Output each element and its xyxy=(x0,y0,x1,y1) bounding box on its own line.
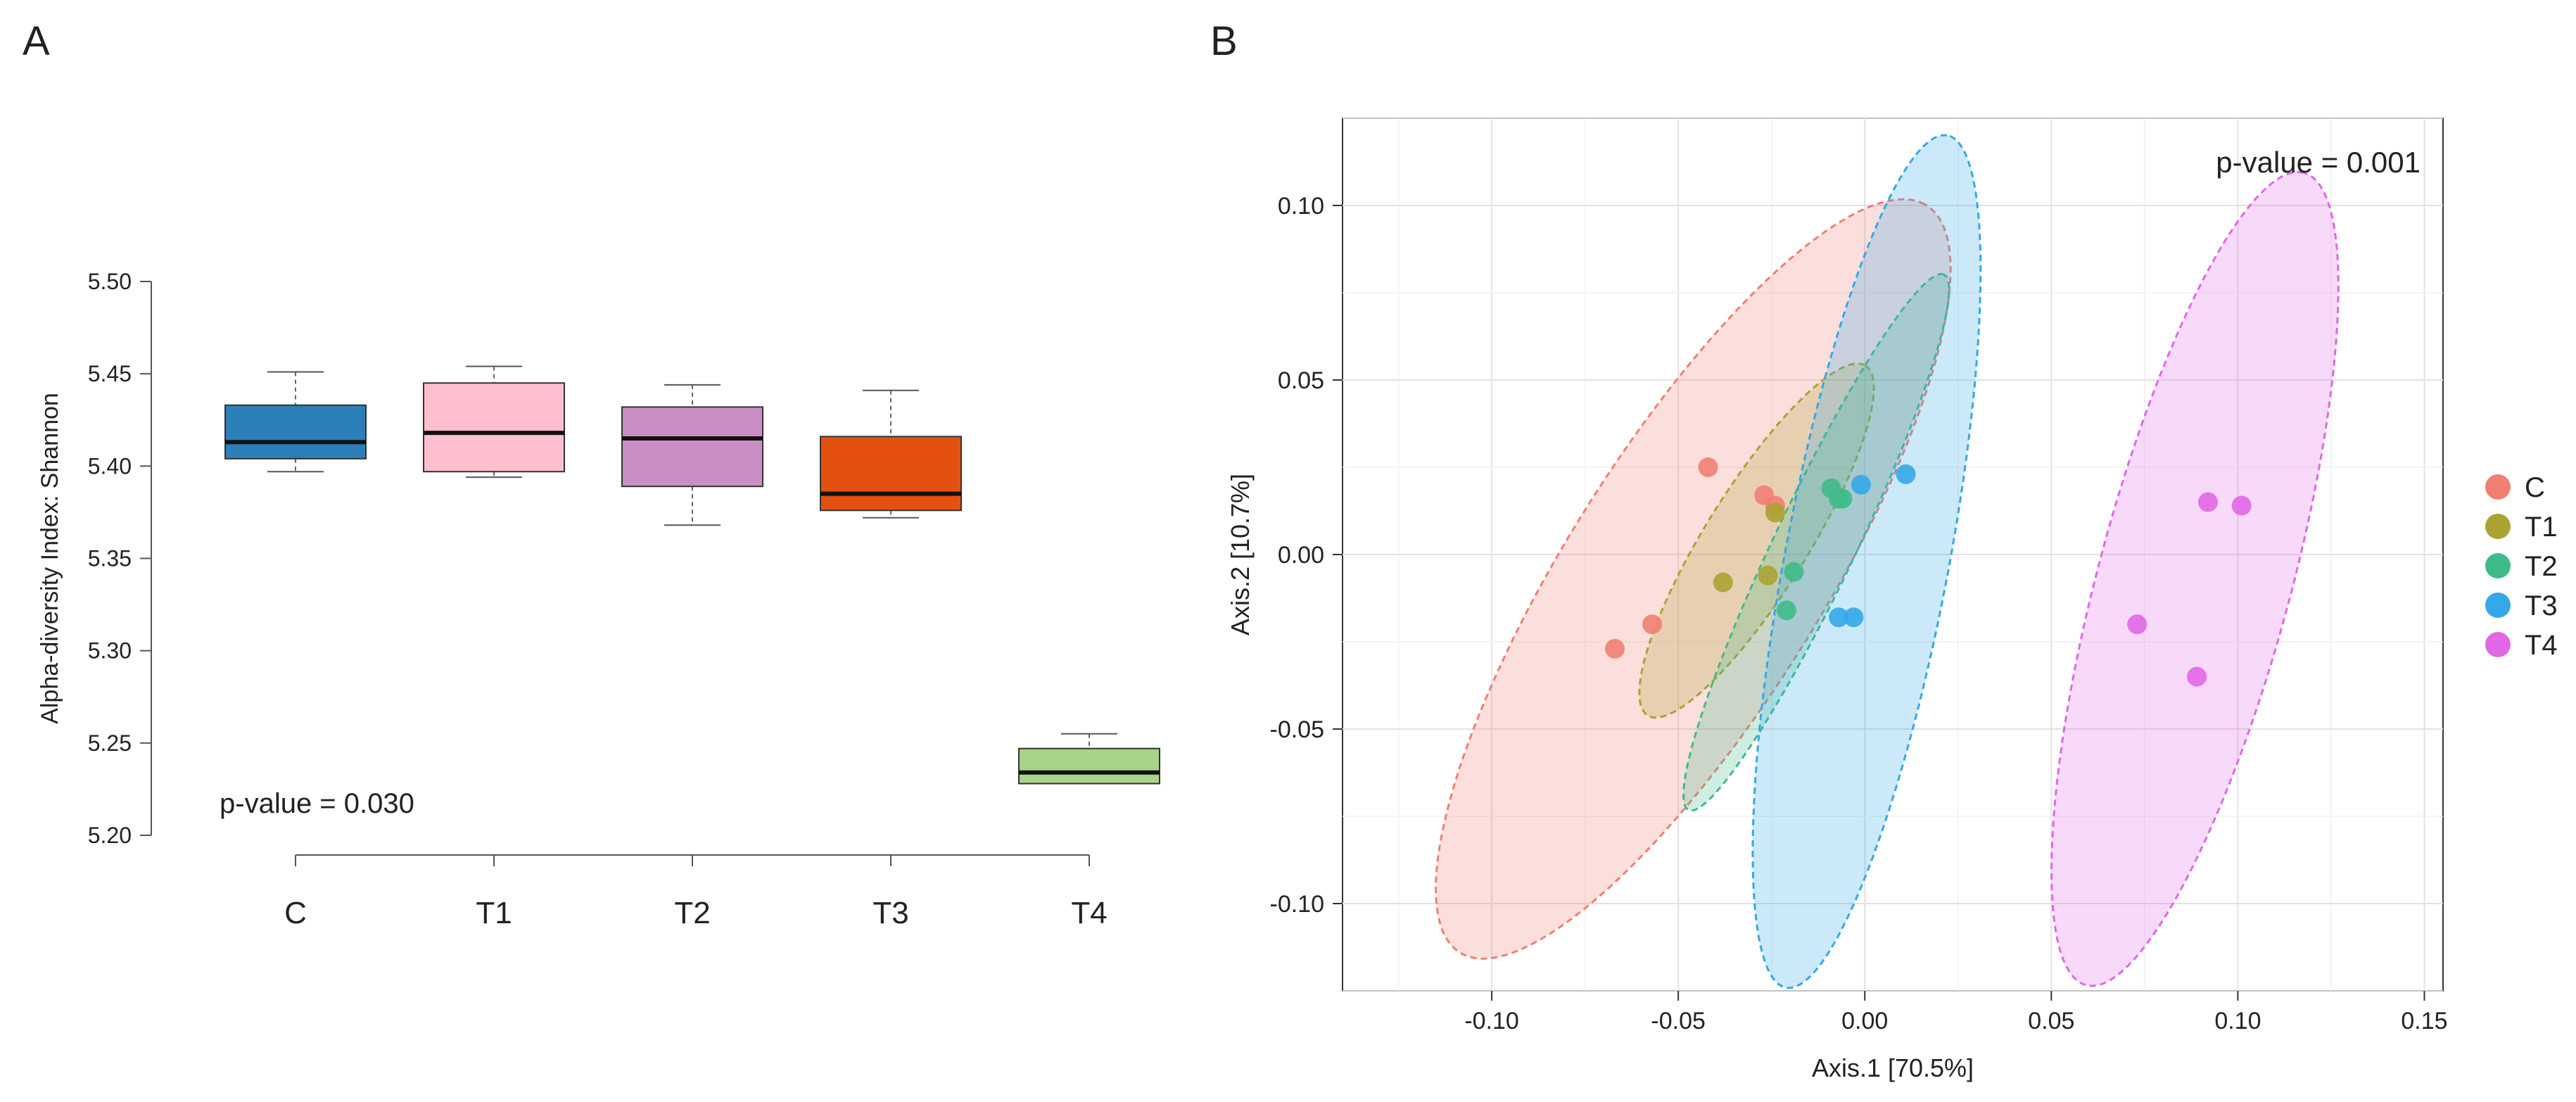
point-t3 xyxy=(1829,607,1849,628)
pcoa-y-ticks: -0.10 -0.05 0.00 0.05 0.10 xyxy=(1270,193,1343,918)
box-iqr xyxy=(423,382,565,473)
pcoa-y-tick-label: 0.00 xyxy=(1278,542,1324,569)
pcoa-grid xyxy=(1343,118,2443,992)
pcoa-chart: -0.10 -0.05 0.00 0.05 0.10 0.15 -0.10 -0.05 0.0… xyxy=(1226,118,2558,1082)
point-c xyxy=(1698,457,1718,477)
point-t1 xyxy=(1758,565,1778,585)
point-t3 xyxy=(1844,607,1864,628)
point-t4 xyxy=(2197,492,2218,512)
point-t4 xyxy=(2187,666,2207,687)
pcoa-y-tick-label: -0.05 xyxy=(1270,716,1325,743)
boxplot-x-tick-label: T4 xyxy=(1071,896,1107,930)
boxplot-x-tick-label: C xyxy=(284,896,307,930)
boxplot-y-label: Alpha-diversity Index: Shannon xyxy=(37,393,63,724)
legend-label-t4: T4 xyxy=(2525,630,2558,661)
pcoa-p-value: p-value = 0.001 xyxy=(2216,146,2420,179)
point-t2 xyxy=(1832,488,1853,509)
boxplot-y-tick-label: 5.40 xyxy=(88,453,132,479)
box-t1 xyxy=(423,365,565,479)
box-iqr xyxy=(621,406,763,488)
pcoa-x-tick-label: 0.15 xyxy=(2401,1008,2447,1034)
pcoa-x-ticks: -0.10 -0.05 0.00 0.05 0.10 0.15 xyxy=(1464,991,2448,1034)
point-c xyxy=(1605,638,1625,659)
boxplot-p-value: p-value = 0.030 xyxy=(220,788,414,819)
ellipse-t3 xyxy=(1751,134,1982,989)
pcoa-ellipses xyxy=(1434,134,2340,989)
point-t1 xyxy=(1713,572,1733,593)
boxplot-y-ticks: 5.20 5.25 5.30 5.35 5.40 5.45 5.50 xyxy=(88,269,151,848)
box-t2 xyxy=(621,384,763,526)
box-iqr xyxy=(820,436,962,512)
box-t3 xyxy=(820,389,962,519)
boxplot-boxes xyxy=(224,365,1160,785)
point-t4 xyxy=(2231,495,2252,516)
ellipse-c xyxy=(1434,198,1952,960)
boxplot-x-tick-label: T2 xyxy=(674,896,710,930)
point-t2 xyxy=(1776,600,1796,621)
pcoa-x-tick-label: -0.10 xyxy=(1464,1008,1519,1034)
legend-swatch-t4 xyxy=(2485,632,2511,657)
pcoa-x-label: Axis.1 [70.5%] xyxy=(1812,1053,1974,1082)
pcoa-x-tick-label: 0.05 xyxy=(2028,1008,2074,1034)
point-t1 xyxy=(1765,502,1785,523)
pcoa-x-tick-label: -0.05 xyxy=(1651,1008,1706,1034)
panel-b-label: B xyxy=(1210,18,1238,64)
boxplot-y-tick-label: 5.35 xyxy=(88,546,132,571)
legend-swatch-c xyxy=(2485,474,2511,500)
pcoa-legend: C T1 T2 T3 T4 xyxy=(2485,472,2558,661)
boxplot-y-tick-label: 5.45 xyxy=(88,361,132,386)
pcoa-x-tick-label: 0.10 xyxy=(2214,1008,2261,1034)
point-t3 xyxy=(1896,464,1916,484)
legend-label-t3: T3 xyxy=(2525,590,2558,621)
boxplot-x-tick-label: T3 xyxy=(873,896,908,930)
boxplot-chart: 5.20 5.25 5.30 5.35 5.40 5.45 5.50 C T1 T2 T3 T4 A… xyxy=(37,269,1160,930)
boxplot-x-ticks: C T1 T2 T3 T4 xyxy=(284,855,1108,930)
boxplot-y-tick-label: 5.50 xyxy=(88,269,132,294)
boxplot-y-tick-label: 5.30 xyxy=(88,638,132,664)
point-t2 xyxy=(1784,562,1804,582)
point-t3 xyxy=(1851,474,1871,495)
legend-label-t2: T2 xyxy=(2525,551,2558,582)
legend-label-c: C xyxy=(2525,472,2545,503)
pcoa-y-tick-label: 0.05 xyxy=(1278,367,1324,394)
ellipse-t4 xyxy=(2050,170,2340,987)
pcoa-y-tick-label: -0.10 xyxy=(1270,891,1325,918)
box-iqr xyxy=(1018,747,1160,785)
panel-a-label: A xyxy=(23,18,50,64)
box-t4 xyxy=(1018,733,1160,785)
pcoa-y-label: Axis.2 [10.7%] xyxy=(1226,474,1255,635)
boxplot-y-tick-label: 5.20 xyxy=(88,823,132,848)
legend-swatch-t2 xyxy=(2485,553,2511,578)
pcoa-y-tick-label: 0.10 xyxy=(1278,193,1324,220)
box-c xyxy=(224,371,367,473)
box-iqr xyxy=(224,404,367,460)
legend-label-t1: T1 xyxy=(2525,512,2558,543)
pcoa-x-tick-label: 0.00 xyxy=(1841,1008,1888,1034)
pcoa-points xyxy=(1605,457,2252,687)
boxplot-x-tick-label: T1 xyxy=(476,896,512,930)
ellipse-t2 xyxy=(1682,272,1950,812)
point-c xyxy=(1642,614,1663,635)
point-t4 xyxy=(2127,614,2147,635)
boxplot-y-tick-label: 5.25 xyxy=(88,730,132,756)
legend-swatch-t3 xyxy=(2485,593,2511,618)
legend-swatch-t1 xyxy=(2485,514,2511,539)
